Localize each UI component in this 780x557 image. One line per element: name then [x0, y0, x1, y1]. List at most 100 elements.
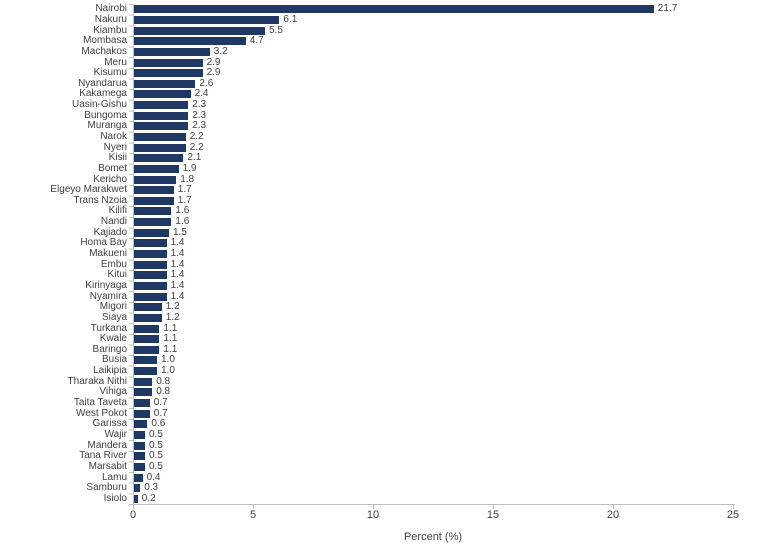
plot-area: Nairobi 21.7 Nakuru 6.1 Kiambu 5.5 Mombasa 4.7 M… — [0, 4, 733, 504]
category-label: Lamu — [101, 471, 127, 483]
bar-row: Kiambu 5.5 — [0, 25, 733, 36]
x-axis-tick — [373, 505, 374, 509]
bar-row: Kisumu 2.9 — [0, 68, 733, 79]
value-label: 1.4 — [170, 279, 185, 291]
category-label: Mandera — [87, 439, 127, 451]
bar-row: Embu 1.4 — [0, 259, 733, 270]
value-label: 2.3 — [192, 109, 207, 121]
bar — [133, 377, 153, 386]
category-label: West Pokot — [76, 407, 127, 419]
bar-row: Kwale 1.1 — [0, 334, 733, 345]
value-label: 2.1 — [187, 152, 202, 164]
value-label: 1.6 — [175, 205, 190, 217]
bar-row: Tana River 0.5 — [0, 451, 733, 462]
bar-cell: 0.5 — [133, 429, 733, 441]
bar-row: Nairobi 21.7 — [0, 4, 733, 15]
bar-row: Homa Bay 1.4 — [0, 238, 733, 249]
bar-cell: 1.5 — [133, 227, 733, 238]
bar — [133, 303, 162, 312]
bar — [133, 484, 141, 493]
bar-row: Baringo 1.1 — [0, 343, 733, 356]
bar — [133, 494, 138, 503]
bar-cell: 1.8 — [133, 174, 733, 185]
bar-cell: 0.4 — [133, 472, 733, 483]
category-label: Nyandarua — [78, 77, 127, 89]
value-label: 0.7 — [153, 397, 168, 409]
category-label: Kakamega — [79, 88, 127, 100]
category-label: Bomet — [98, 162, 127, 174]
category-label: Homa Bay — [80, 237, 127, 249]
bar-cell: 1.1 — [133, 343, 733, 356]
value-label: 1.4 — [170, 290, 185, 302]
bar — [133, 388, 153, 397]
bar-row: Busia 1.0 — [0, 355, 733, 366]
bar — [133, 324, 160, 333]
bar — [133, 462, 145, 471]
bar-cell: 1.1 — [133, 334, 733, 345]
bar-cell: 4.7 — [133, 36, 733, 47]
category-label: Kisumu — [93, 67, 127, 79]
value-label: 1.9 — [182, 162, 197, 174]
bar-cell: 1.4 — [133, 238, 733, 249]
category-label: Narok — [100, 131, 127, 142]
category-label: Busia — [101, 354, 127, 366]
category-label: Uasin-Gishu — [71, 99, 127, 111]
x-axis-tick-label: 5 — [249, 509, 257, 521]
category-label: Garissa — [92, 418, 127, 430]
bar-cell: 1.4 — [133, 270, 733, 281]
bar — [133, 101, 189, 110]
bar-row: Siaya 1.2 — [0, 311, 733, 324]
bar-row: Kericho 1.8 — [0, 174, 733, 185]
value-label: 2.3 — [192, 99, 207, 111]
value-label: 1.0 — [161, 365, 175, 377]
value-label: 1.1 — [163, 343, 178, 355]
bar-row: Nyandarua 2.6 — [0, 78, 733, 89]
value-label: 21.7 — [657, 3, 678, 15]
bar — [133, 441, 145, 450]
category-label: Machakos — [81, 45, 127, 57]
bar — [133, 292, 167, 301]
value-label: 1.7 — [177, 194, 192, 206]
category-label: Turkana — [90, 322, 127, 334]
value-label: 1.1 — [163, 333, 178, 345]
bar-cell: 1.2 — [133, 302, 733, 313]
bar — [133, 26, 265, 35]
bar-row: Vihiga 0.8 — [0, 387, 733, 398]
bar — [133, 281, 167, 290]
bar-row: Muranga 2.3 — [0, 121, 733, 132]
value-label: 1.2 — [165, 301, 180, 313]
bar-row: Kisii 2.1 — [0, 153, 733, 164]
value-label: 0.4 — [146, 471, 161, 483]
bar — [133, 164, 179, 173]
bar — [133, 79, 196, 88]
bar — [133, 452, 145, 461]
value-label: 5.5 — [269, 24, 283, 36]
category-label: Nairobi — [95, 3, 127, 15]
bar-row: Turkana 1.1 — [0, 323, 733, 334]
bar-row: Machakos 3.2 — [0, 45, 733, 58]
bar — [133, 90, 191, 99]
bar-cell: 1.2 — [133, 311, 733, 324]
x-axis-tick-label: 10 — [366, 509, 380, 521]
category-label: Wajir — [104, 428, 127, 440]
bar-cell: 2.1 — [133, 153, 733, 164]
bar — [133, 111, 189, 120]
bar — [133, 15, 280, 24]
category-label: Samburu — [86, 482, 127, 494]
category-label: Kwale — [99, 333, 127, 345]
category-label: Isiolo — [103, 492, 127, 504]
value-label: 1.2 — [165, 311, 180, 323]
bar-row: Kirinyaga 1.4 — [0, 279, 733, 292]
bar-cell: 0.3 — [133, 483, 733, 494]
category-label: Taita Taveta — [73, 397, 127, 409]
bar — [133, 47, 210, 56]
category-label: Kilifi — [108, 205, 127, 217]
category-label: Mombasa — [83, 35, 127, 47]
category-label: Vihiga — [99, 386, 127, 398]
bar-row: Lamu 0.4 — [0, 472, 733, 483]
category-label: Kisii — [108, 152, 127, 164]
bar-cell: 1.6 — [133, 206, 733, 217]
category-label: Elgeyo Marakwet — [50, 184, 127, 196]
bar-row: Taita Taveta 0.7 — [0, 398, 733, 409]
